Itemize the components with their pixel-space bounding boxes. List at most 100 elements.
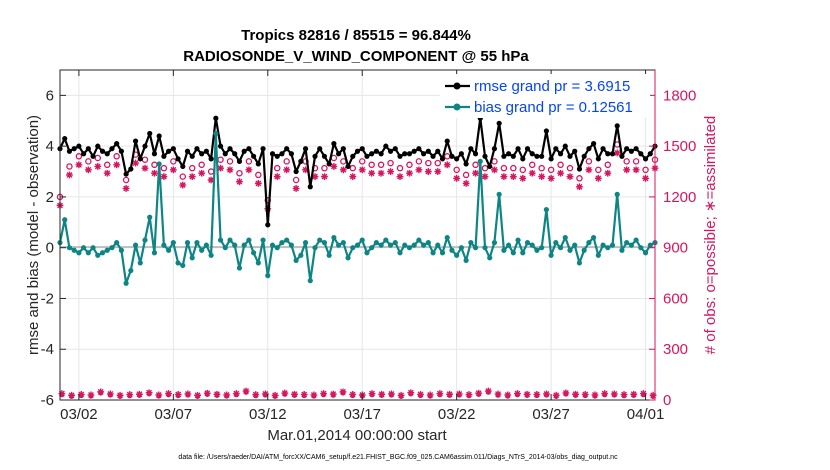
- obs-possible-point: [623, 158, 630, 165]
- rmse-point: [619, 153, 625, 159]
- obs-assimilated-point: [491, 166, 498, 174]
- obs-possible-point: [632, 158, 640, 165]
- bias-point: [109, 245, 115, 251]
- obs-zero-assimilated-point: [543, 390, 550, 398]
- obs-assimilated-point: [273, 173, 281, 181]
- obs-possible-point: [151, 161, 158, 169]
- obs-zero-assimilated-point: [475, 389, 483, 397]
- rmse-point: [317, 146, 323, 152]
- bias-point: [321, 240, 328, 246]
- obs-assimilated-point: [330, 163, 338, 170]
- rmse-point: [397, 153, 403, 159]
- bias-point: [269, 242, 276, 248]
- rmse-point: [331, 141, 337, 147]
- obs-possible-point: [236, 169, 243, 177]
- bias-line: [58, 132, 656, 285]
- obs-possible-point: [66, 163, 73, 170]
- obs-assimilated-point: [557, 169, 564, 177]
- obs-zero-assimilated-point: [116, 391, 124, 399]
- obs-possible-point: [226, 158, 234, 165]
- bias-point: [260, 237, 266, 243]
- obs-assimilated-point: [339, 166, 347, 174]
- rmse-point: [369, 151, 375, 157]
- rmse-point: [421, 151, 427, 157]
- obs-zero-assimilated-point: [465, 391, 473, 398]
- bias-point: [156, 161, 162, 167]
- rmse-point: [326, 161, 332, 167]
- rmse-point: [132, 138, 139, 144]
- rmse-point: [232, 151, 238, 157]
- bias-point: [175, 260, 181, 266]
- bias-point: [624, 240, 630, 246]
- bias-point: [114, 240, 120, 246]
- rmse-point: [269, 151, 276, 157]
- bias-point: [586, 240, 592, 246]
- rmse-point: [520, 156, 526, 162]
- bias-point: [99, 250, 106, 256]
- bias-point: [71, 247, 77, 253]
- bias-point: [496, 191, 502, 197]
- bias-point: [142, 237, 148, 243]
- bias-point: [435, 242, 441, 248]
- y-right-tick-label: 1800: [663, 87, 696, 104]
- bias-point: [161, 242, 167, 248]
- bias-point: [66, 245, 73, 251]
- bias-point: [151, 250, 158, 256]
- rmse-point: [307, 184, 313, 190]
- obs-possible-point: [519, 166, 527, 174]
- series: [57, 115, 658, 286]
- bias-point: [609, 242, 616, 248]
- obs-zero-assimilated-point: [329, 390, 337, 398]
- y-axis-left-label: rmse and bias (model - observation): [25, 115, 42, 355]
- obs-zero-assimilated-point: [300, 391, 308, 398]
- obs-zero-assimilated-point: [145, 389, 153, 397]
- x-tick-label: 04/01: [627, 406, 665, 423]
- obs-zero-assimilated-point: [339, 388, 347, 396]
- obs-assimilated-point: [349, 173, 357, 181]
- rmse-point: [586, 146, 592, 152]
- rmse-point: [236, 158, 243, 164]
- rmse-point: [151, 151, 158, 157]
- rmse-point: [199, 151, 205, 157]
- bias-point: [510, 250, 516, 256]
- bias-point: [284, 237, 290, 243]
- bias-point: [354, 242, 361, 248]
- rmse-point: [416, 146, 422, 152]
- bias-point: [147, 214, 153, 220]
- obs-assimilated-point: [566, 173, 574, 181]
- rmse-point: [161, 153, 167, 159]
- obs-assimilated-point: [519, 174, 527, 182]
- obs-zero-assimilated-point: [242, 387, 250, 395]
- bias-point: [553, 240, 559, 246]
- rmse-point: [482, 153, 488, 159]
- obs-assimilated-point: [538, 173, 546, 181]
- obs-possible-point: [576, 175, 583, 182]
- obs-zero-assimilated-point: [155, 391, 163, 399]
- obs-possible-point: [113, 153, 120, 160]
- bias-point: [274, 245, 280, 251]
- bias-point: [203, 242, 209, 248]
- bias-point: [213, 130, 219, 137]
- obs-assimilated-point: [302, 166, 309, 174]
- rmse-point: [251, 153, 257, 159]
- obs-assimilated-point: [585, 166, 593, 174]
- rmse-point: [298, 158, 304, 164]
- bias-point: [449, 247, 455, 253]
- obs-assimilated-point: [604, 169, 612, 177]
- bias-point: [123, 280, 129, 286]
- bias-point: [85, 250, 91, 256]
- bias-point: [369, 245, 375, 251]
- rmse-point: [543, 128, 549, 134]
- rmse-point: [104, 151, 110, 157]
- bias-point: [104, 247, 110, 253]
- rmse-point: [510, 153, 516, 159]
- bias-point: [397, 250, 403, 256]
- rmse-point: [491, 146, 498, 152]
- obs-assimilated-point: [141, 164, 149, 172]
- rmse-point: [265, 222, 271, 228]
- rmse-point: [302, 146, 309, 152]
- bias-point: [506, 242, 512, 248]
- y-left-tick-label: -2: [41, 290, 54, 307]
- legend-box: [440, 74, 650, 118]
- obs-zero-assimilated-point: [455, 390, 463, 398]
